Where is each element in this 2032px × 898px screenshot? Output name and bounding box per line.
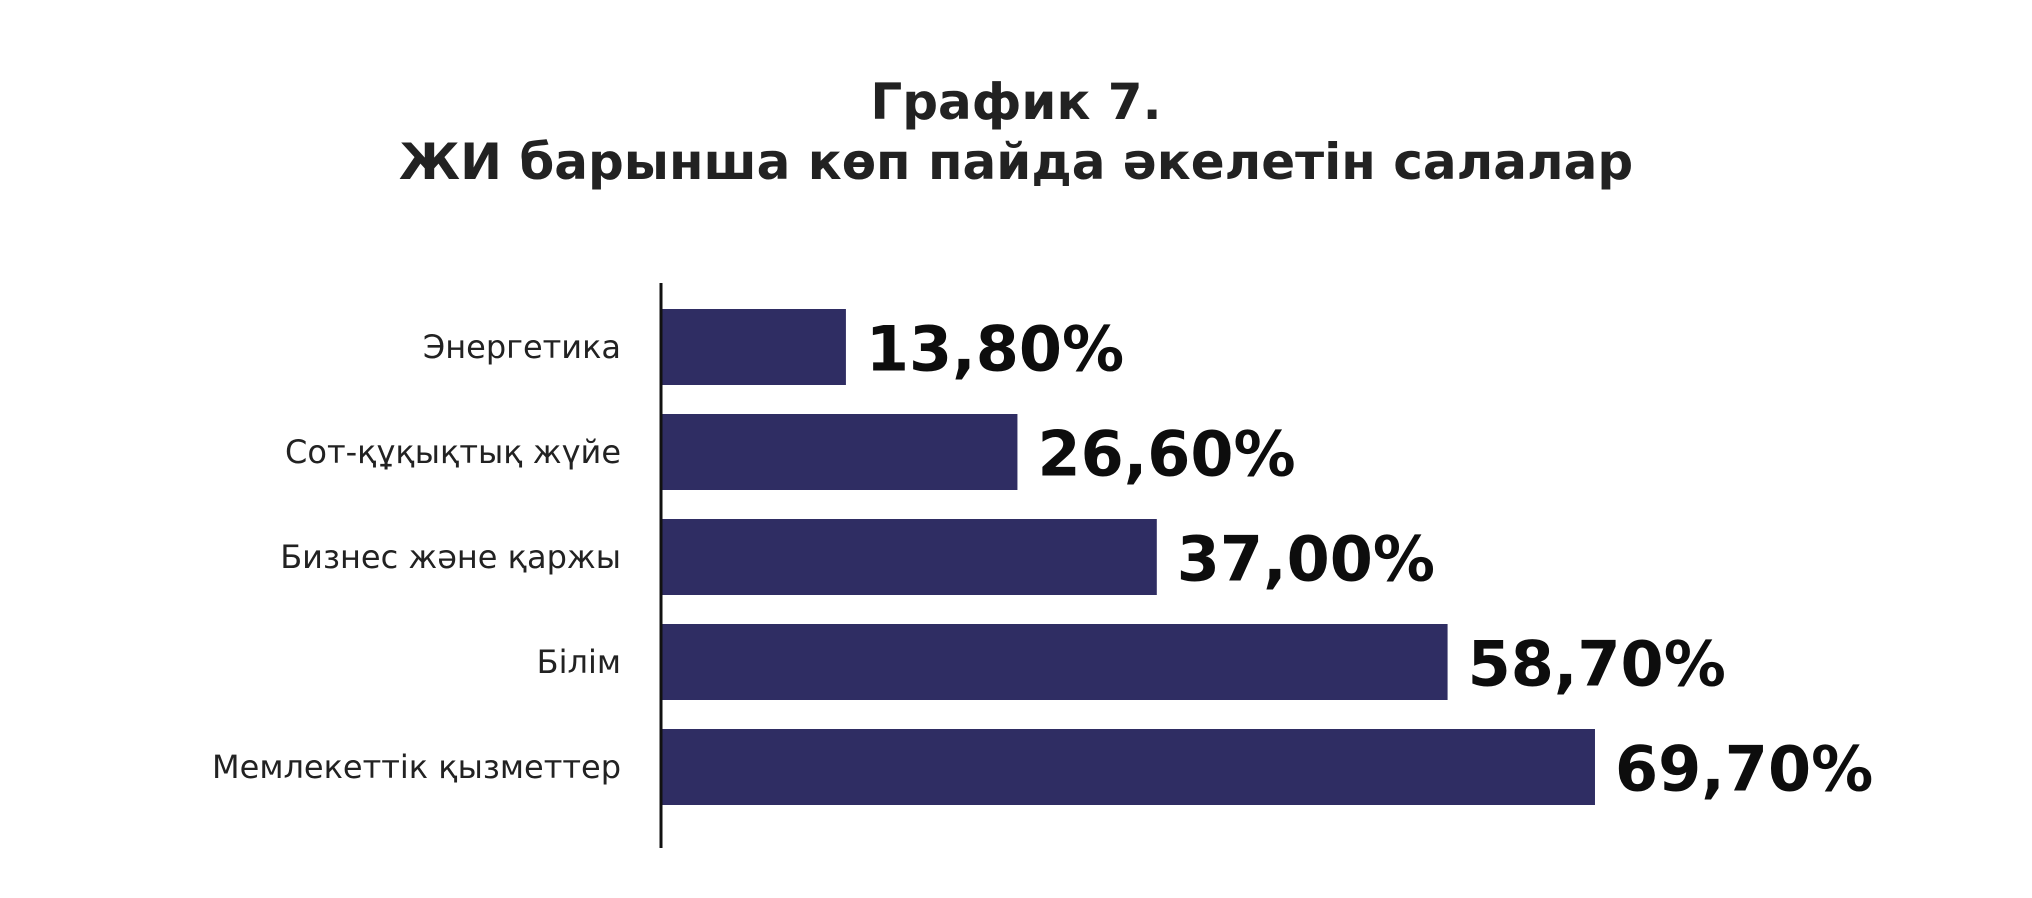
value-label-0: 13,80%: [866, 313, 1124, 386]
chart-title-line-1: График 7.: [870, 73, 1162, 131]
category-label-0: Энергетика: [423, 328, 621, 366]
value-label-1: 26,60%: [1037, 418, 1295, 491]
category-label-3: Білім: [537, 643, 621, 681]
bar-1: [661, 414, 1018, 490]
category-label-4: Мемлекеттік қызметтер: [212, 748, 621, 786]
value-label-4: 69,70%: [1615, 733, 1873, 806]
category-label-2: Бизнес және қаржы: [280, 538, 621, 576]
category-labels-group: Энергетика Сот-құқықтық жүйе Бизнес және қ…: [212, 328, 621, 786]
bar-3: [661, 624, 1448, 700]
chart-title: График 7. ЖИ барынша көп пайда әкелетін …: [0, 72, 2032, 192]
value-labels-group: 13,80% 26,60% 37,00% 58,70% 69,70%: [866, 313, 1873, 806]
bar-2: [661, 519, 1157, 595]
bars-group: [661, 309, 1595, 805]
category-label-1: Сот-құқықтық жүйе: [285, 433, 621, 471]
bar-0: [661, 309, 846, 385]
value-label-2: 37,00%: [1177, 523, 1435, 596]
value-label-3: 58,70%: [1468, 628, 1726, 701]
bar-4: [661, 729, 1595, 805]
chart-title-line-2: ЖИ барынша көп пайда әкелетін салалар: [398, 133, 1634, 191]
